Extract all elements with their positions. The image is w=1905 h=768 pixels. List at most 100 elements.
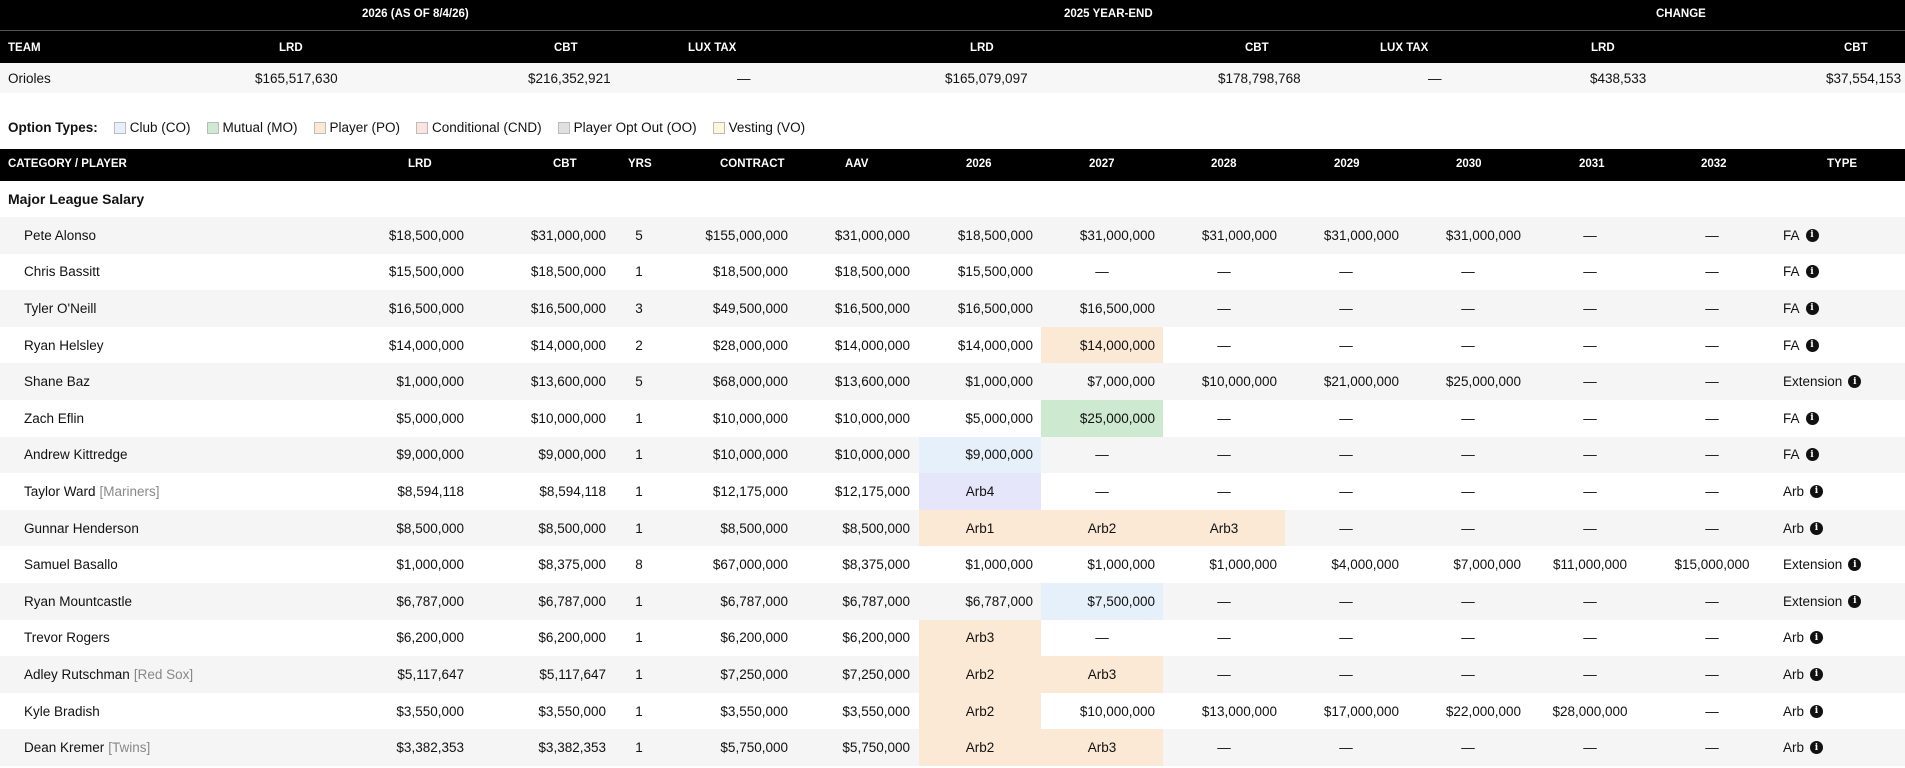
cell-lrd: $1,000,000 xyxy=(396,557,464,573)
cell-y2026: $9,000,000 xyxy=(919,436,1041,474)
info-icon[interactable]: i xyxy=(1848,594,1862,608)
info-icon[interactable]: i xyxy=(1848,558,1862,572)
cell-y2031: — xyxy=(1583,447,1597,463)
cell-y2029: — xyxy=(1339,740,1353,756)
cell-yrs: 8 xyxy=(635,557,643,573)
contract-type-label: FA xyxy=(1783,264,1800,280)
player-name-link[interactable]: Chris Bassitt xyxy=(24,264,100,280)
cell-contract: $8,500,000 xyxy=(720,520,788,536)
player-name-link[interactable]: Shane Baz xyxy=(24,374,91,390)
player-name-link[interactable]: Zach Eflin xyxy=(24,410,85,426)
info-icon[interactable]: i xyxy=(1810,631,1824,645)
player-name-cell: Trevor Rogers xyxy=(24,620,354,657)
info-icon[interactable]: i xyxy=(1805,228,1819,242)
player-name-cell: Zach Eflin xyxy=(24,400,354,437)
info-icon[interactable]: i xyxy=(1805,448,1819,462)
cell-yrs: 1 xyxy=(635,483,643,499)
player-name-link[interactable]: Ryan Helsley xyxy=(24,337,104,353)
player-name-link[interactable]: Tyler O'Neill xyxy=(24,300,97,316)
player-name-link[interactable]: Ryan Mountcastle xyxy=(24,593,133,609)
info-icon[interactable]: i xyxy=(1848,375,1862,389)
col-aav[interactable]: AAV xyxy=(845,158,869,170)
cell-y2028: — xyxy=(1217,410,1231,426)
cell-y2027: — xyxy=(1095,447,1109,463)
col-yrs[interactable]: YRS xyxy=(628,158,652,170)
info-icon[interactable]: i xyxy=(1805,301,1819,315)
cell-y2027: Arb2 xyxy=(1041,509,1163,547)
contract-type-cell: Arb i xyxy=(1783,693,1903,730)
col-2027[interactable]: 2027 xyxy=(1089,158,1115,170)
player-name-link[interactable]: Gunnar Henderson xyxy=(24,520,139,536)
cell-aav: $6,200,000 xyxy=(842,630,910,646)
cell-y2031: — xyxy=(1583,593,1597,609)
cell-y2027: $14,000,000 xyxy=(1041,326,1163,364)
cell-y2030: — xyxy=(1461,666,1475,682)
col-lrd-change[interactable]: LRD xyxy=(1591,42,1615,54)
cell-y2028: — xyxy=(1217,337,1231,353)
cell-y2032: — xyxy=(1705,630,1719,646)
info-icon[interactable]: i xyxy=(1810,741,1824,755)
cell-y2027: $31,000,000 xyxy=(1079,227,1155,243)
info-icon[interactable]: i xyxy=(1805,411,1819,425)
cell-y2029: $21,000,000 xyxy=(1323,374,1399,390)
col-cbt[interactable]: CBT xyxy=(553,158,577,170)
col-type[interactable]: TYPE xyxy=(1827,158,1858,170)
col-cbt-2026[interactable]: CBT xyxy=(554,42,578,54)
table-header: CATEGORY / PLAYER LRD CBT YRS CONTRACT A… xyxy=(0,149,1905,181)
contract-type-cell: FA i xyxy=(1783,254,1903,291)
cell-cbt: $8,375,000 xyxy=(538,557,606,573)
col-lrd[interactable]: LRD xyxy=(408,158,432,170)
col-team[interactable]: TEAM xyxy=(8,42,41,54)
player-name-cell: Adley Rutschman [Red Sox] xyxy=(24,656,354,693)
player-name-link[interactable]: Kyle Bradish xyxy=(24,703,100,719)
player-name-link[interactable]: Adley Rutschman xyxy=(24,666,130,682)
player-name-link[interactable]: Samuel Basallo xyxy=(24,557,118,573)
col-category-player[interactable]: CATEGORY / PLAYER xyxy=(8,158,127,170)
cell-aav: $5,750,000 xyxy=(842,740,910,756)
table-row: Samuel Basallo $1,000,000 $8,375,000 8 $67,0… xyxy=(0,546,1905,583)
col-cbt-2025[interactable]: CBT xyxy=(1245,42,1269,54)
cell-y2030: — xyxy=(1461,337,1475,353)
cell-cbt: $8,500,000 xyxy=(538,520,606,536)
info-icon[interactable]: i xyxy=(1810,484,1824,498)
cell-y2032: — xyxy=(1705,740,1719,756)
info-icon[interactable]: i xyxy=(1810,521,1824,535)
cell-y2030: $25,000,000 xyxy=(1445,374,1521,390)
player-name-link[interactable]: Andrew Kittredge xyxy=(24,447,128,463)
col-lrd-2026[interactable]: LRD xyxy=(279,42,303,54)
player-name-link[interactable]: Pete Alonso xyxy=(24,227,97,243)
info-icon[interactable]: i xyxy=(1810,704,1824,718)
cell-cbt: $6,200,000 xyxy=(538,630,606,646)
contract-type-cell: Arb i xyxy=(1783,620,1903,657)
col-2032[interactable]: 2032 xyxy=(1701,158,1727,170)
col-2028[interactable]: 2028 xyxy=(1211,158,1237,170)
col-2029[interactable]: 2029 xyxy=(1334,158,1360,170)
cell-lrd: $6,787,000 xyxy=(396,593,464,609)
cell-y2029: — xyxy=(1339,337,1353,353)
info-icon[interactable]: i xyxy=(1805,338,1819,352)
info-icon[interactable]: i xyxy=(1805,265,1819,279)
col-luxtax-2025[interactable]: LUX TAX xyxy=(1380,42,1429,54)
cell-y2026: $5,000,000 xyxy=(965,410,1033,426)
player-name-link[interactable]: Trevor Rogers xyxy=(24,630,110,646)
cell-aav: $7,250,000 xyxy=(842,666,910,682)
col-2030[interactable]: 2030 xyxy=(1456,158,1482,170)
col-lrd-2025[interactable]: LRD xyxy=(970,42,994,54)
cell-contract: $68,000,000 xyxy=(712,374,788,390)
cell-yrs: 1 xyxy=(635,593,643,609)
table-row: Shane Baz $1,000,000 $13,600,000 5 $68,000,0… xyxy=(0,363,1905,400)
cell-lrd: $3,550,000 xyxy=(396,703,464,719)
col-2031[interactable]: 2031 xyxy=(1579,158,1605,170)
col-2026[interactable]: 2026 xyxy=(966,158,992,170)
cell-lrd: $6,200,000 xyxy=(396,630,464,646)
cell-y2029: — xyxy=(1339,264,1353,280)
col-luxtax-2026[interactable]: LUX TAX xyxy=(688,42,737,54)
cell-y2030: — xyxy=(1461,300,1475,316)
info-icon[interactable]: i xyxy=(1810,667,1824,681)
col-contract[interactable]: CONTRACT xyxy=(720,158,785,170)
player-name-link[interactable]: Dean Kremer xyxy=(24,740,105,756)
group-header-change: CHANGE xyxy=(1656,8,1706,20)
payroll-summary-table: 2026 (AS OF 8/4/26) 2025 YEAR-END CHANGE… xyxy=(0,0,1905,93)
player-name-link[interactable]: Taylor Ward xyxy=(24,483,96,499)
col-cbt-change[interactable]: CBT xyxy=(1844,42,1868,54)
